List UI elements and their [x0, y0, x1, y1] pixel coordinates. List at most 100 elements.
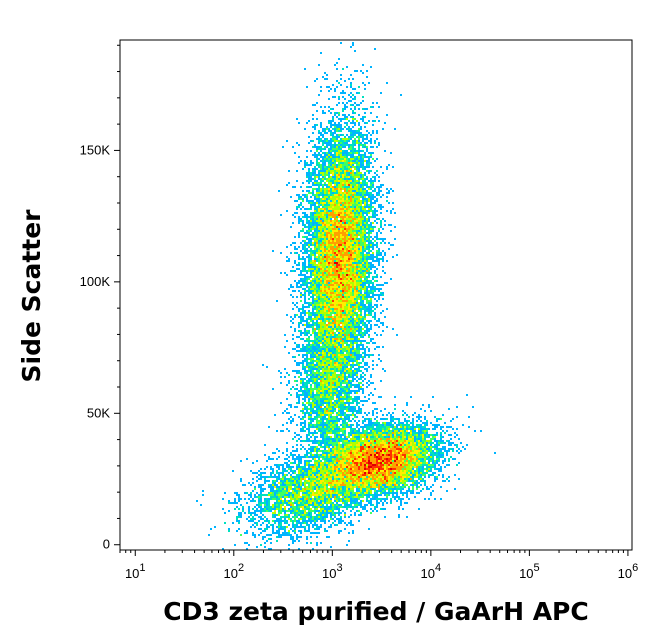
event-point-1366 [338, 298, 340, 300]
event-point-3609 [308, 178, 310, 180]
event-point-1520 [324, 206, 326, 208]
event-point-4090 [330, 194, 332, 196]
event-point-3836 [352, 134, 354, 136]
event-point-1966 [364, 242, 366, 244]
event-point-1606 [360, 178, 362, 180]
event-point-4314 [306, 252, 308, 254]
event-point-1682 [304, 370, 306, 372]
event-point-2100 [344, 270, 346, 272]
event-point-3638 [294, 242, 296, 244]
event-point-734 [344, 184, 346, 186]
event-point-3772 [322, 168, 324, 170]
event-point-829 [336, 184, 338, 186]
event-point-1492 [348, 208, 350, 210]
event-point-4952 [378, 470, 380, 472]
event-point-2271 [330, 218, 332, 220]
event-point-174 [320, 228, 322, 230]
event-point-753 [342, 280, 344, 282]
event-point-1688 [304, 314, 306, 316]
event-point-3527 [342, 144, 344, 146]
event-point-3513 [334, 348, 336, 350]
event-point-1533 [316, 248, 318, 250]
event-point-1451 [360, 412, 362, 414]
event-point-3617 [324, 342, 326, 344]
event-point-2845 [328, 482, 330, 484]
event-point-986 [362, 184, 364, 186]
event-point-4022 [336, 380, 338, 382]
event-point-1592 [332, 108, 334, 110]
event-point-1770 [342, 348, 344, 350]
event-point-4042 [332, 378, 334, 380]
event-point-3357 [354, 50, 356, 52]
event-point-936 [328, 392, 330, 394]
event-point-932 [342, 176, 344, 178]
event-point-1347 [288, 288, 290, 290]
event-point-3351 [292, 214, 294, 216]
event-point-4954 [380, 440, 382, 442]
event-point-1870 [314, 300, 316, 302]
event-point-484 [342, 174, 344, 176]
event-point-1196 [374, 422, 376, 424]
event-point-2637 [352, 352, 354, 354]
event-point-744 [354, 264, 356, 266]
event-point-3018 [362, 252, 364, 254]
event-point-3707 [352, 268, 354, 270]
event-point-3151 [362, 244, 364, 246]
event-point-2793 [314, 242, 316, 244]
event-point-707 [332, 288, 334, 290]
event-point-399 [358, 172, 360, 174]
event-point-1246 [340, 212, 342, 214]
event-point-2676 [322, 184, 324, 186]
event-point-4339 [276, 300, 278, 302]
event-point-4988 [406, 450, 408, 452]
event-point-656 [352, 112, 354, 114]
event-point-4597 [402, 434, 404, 436]
event-point-4255 [328, 368, 330, 370]
event-point-1735 [342, 336, 344, 338]
event-point-224 [334, 264, 336, 266]
event-point-948 [310, 326, 312, 328]
event-point-319 [320, 386, 322, 388]
event-point-1545 [354, 314, 356, 316]
event-point-4770 [428, 456, 430, 458]
event-point-688 [346, 150, 348, 152]
event-point-4860 [384, 440, 386, 442]
event-point-3812 [366, 280, 368, 282]
event-point-4179 [368, 356, 370, 358]
event-point-4527 [312, 104, 314, 106]
event-point-3806 [332, 432, 334, 434]
event-point-4468 [316, 198, 318, 200]
event-point-3402 [318, 130, 320, 132]
event-point-3056 [366, 134, 368, 136]
event-point-2113 [294, 260, 296, 262]
event-point-4281 [278, 190, 280, 192]
event-point-318 [366, 240, 368, 242]
event-point-4238 [368, 320, 370, 322]
event-point-2641 [368, 240, 370, 242]
event-point-2165 [324, 354, 326, 356]
event-point-2368 [326, 284, 328, 286]
event-point-228 [326, 290, 328, 292]
event-point-4817 [364, 448, 366, 450]
event-point-2914 [352, 110, 354, 112]
event-point-3311 [378, 346, 380, 348]
event-point-4432 [332, 352, 334, 354]
event-point-4880 [408, 432, 410, 434]
event-point-3164 [332, 194, 334, 196]
event-point-3323 [310, 320, 312, 322]
event-point-3722 [324, 196, 326, 198]
event-point-2134 [320, 148, 322, 150]
event-point-4712 [348, 452, 350, 454]
event-point-1219 [336, 392, 338, 394]
event-point-1895 [342, 92, 344, 94]
event-point-4990 [352, 448, 354, 450]
event-point-1783 [332, 244, 334, 246]
event-point-3928 [316, 156, 318, 158]
event-point-4795 [408, 426, 410, 428]
event-point-3249 [372, 276, 374, 278]
event-point-2757 [314, 294, 316, 296]
event-point-4736 [372, 466, 374, 468]
event-point-1211 [362, 340, 364, 342]
event-point-1385 [342, 170, 344, 172]
event-point-4972 [394, 444, 396, 446]
